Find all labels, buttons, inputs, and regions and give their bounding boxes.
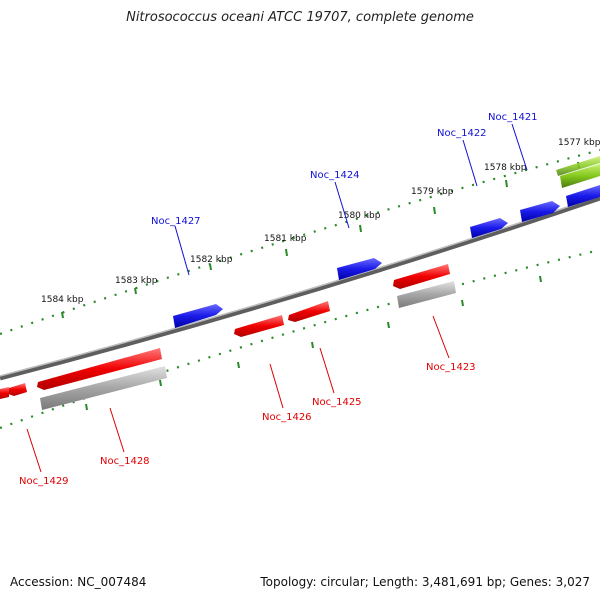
gene-label-noc-1424[interactable]: Noc_1424 [310,170,360,181]
gene-label-noc-1428[interactable]: Noc_1428 [100,456,150,467]
gene-arrow-noc-1423[interactable] [393,264,450,289]
gene-arrow-noc-1422[interactable] [470,218,508,238]
map-title: Nitrosococcus oceani ATCC 19707, complet… [126,10,474,25]
tick-label-1583: 1583 kbp [115,276,158,286]
tick-label-1581: 1581 kbp [264,234,307,244]
tick-label-1584: 1584 kbp [41,295,84,305]
gene-arrow-noc-1425[interactable] [288,301,330,322]
genome-summary: Topology: circular; Length: 3,481,691 bp… [260,575,590,589]
gene-arrow-noc-1421[interactable] [520,201,560,222]
genome-backbone [0,195,600,381]
gene-label-noc-1423[interactable]: Noc_1423 [426,362,476,373]
reverse-tick-track [0,248,600,430]
gene-label-noc-1426[interactable]: Noc_1426 [262,412,312,423]
gene-arrow-noc-1421b[interactable] [566,185,600,207]
gene-arrow-noc-1429b[interactable] [0,387,9,399]
tick-label-1578: 1578 kbp [484,163,527,173]
gene-arrow-noc-1427[interactable] [173,304,223,328]
gene-arrow-noc-1424[interactable] [337,258,382,280]
gene-arrow-noc-1428[interactable] [37,348,162,390]
gene-arrow-noc-1429a[interactable] [8,383,27,396]
green-feature [560,164,600,188]
gray-feature-1423 [397,281,456,308]
gene-label-noc-1422[interactable]: Noc_1422 [437,128,487,139]
gray-feature-1428 [40,366,167,410]
tick-label-1577: 1577 kbp [558,138,600,148]
major-ticks-lower [85,275,542,411]
gene-label-noc-1429[interactable]: Noc_1429 [19,476,69,487]
tick-label-1579: 1579 kbp [411,187,454,197]
forward-tick-track [0,148,600,336]
gene-label-noc-1421[interactable]: Noc_1421 [488,112,538,123]
gene-label-noc-1425[interactable]: Noc_1425 [312,397,362,408]
tick-label-1580: 1580 kbp [338,211,381,221]
gene-label-noc-1427[interactable]: Noc_1427 [151,216,201,227]
gene-arrow-noc-1426[interactable] [234,315,284,337]
major-ticks-upper [61,161,580,319]
accession-text: Accession: NC_007484 [10,575,147,589]
tick-label-1582: 1582 kbp [190,255,233,265]
